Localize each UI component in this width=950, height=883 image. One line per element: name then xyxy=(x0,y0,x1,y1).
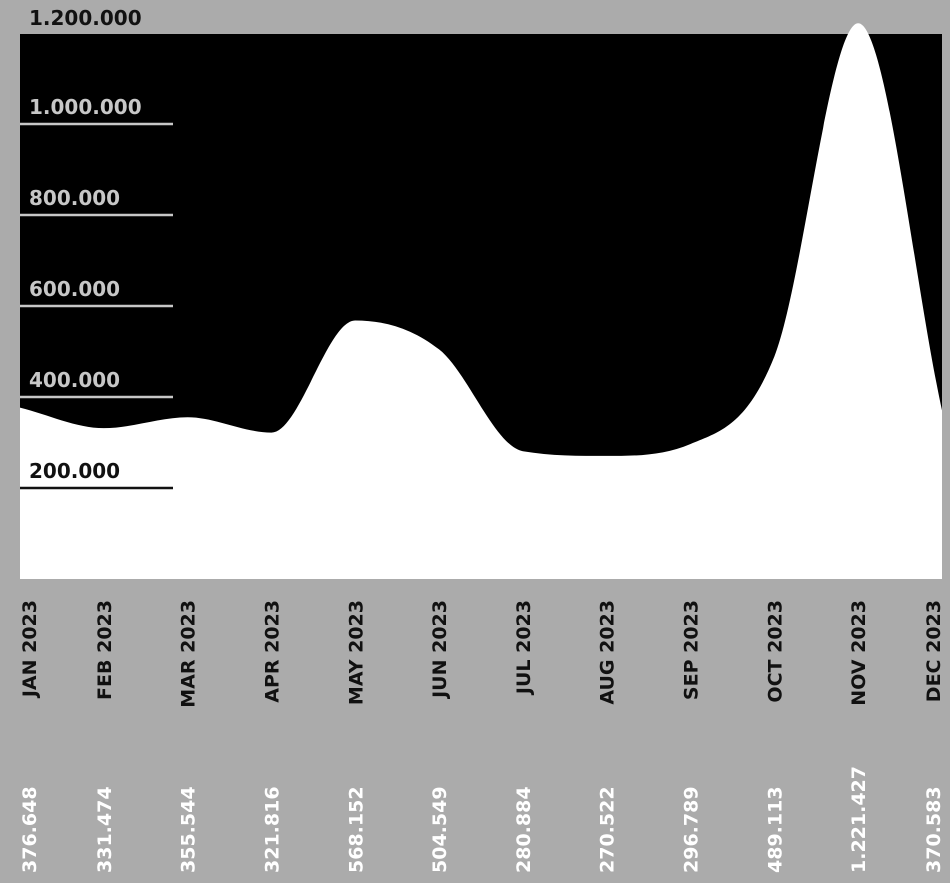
data-point-5 xyxy=(353,318,357,322)
x-tick-label: OCT 2023 xyxy=(764,600,786,703)
data-label: 321.816 xyxy=(261,786,283,873)
x-tick-label: FEB 2023 xyxy=(94,600,116,700)
data-label: 489.113 xyxy=(764,786,786,873)
y-tick-label: 800.000 xyxy=(29,186,120,210)
x-tick-label: JUL 2023 xyxy=(513,600,535,696)
x-tick-label: MAY 2023 xyxy=(345,600,367,705)
x-tick-label: APR 2023 xyxy=(261,600,283,703)
y-tick-label: 1.200.000 xyxy=(29,6,142,30)
data-point-6 xyxy=(437,347,441,351)
x-tick-label: JAN 2023 xyxy=(19,600,41,699)
y-tick-label: 1.000.000 xyxy=(29,95,142,119)
series-area xyxy=(20,23,942,579)
y-tick-label: 600.000 xyxy=(29,277,120,301)
data-label: 296.789 xyxy=(681,786,703,873)
data-point-11 xyxy=(856,21,860,25)
data-point-4 xyxy=(269,431,273,435)
data-label: 355.544 xyxy=(178,786,200,873)
data-label: 370.583 xyxy=(923,786,945,873)
x-tick-label: AUG 2023 xyxy=(597,600,619,705)
data-point-10 xyxy=(772,354,776,358)
x-tick-label: JUN 2023 xyxy=(429,600,451,700)
data-label: 504.549 xyxy=(429,786,451,873)
data-point-9 xyxy=(689,442,693,446)
data-point-12 xyxy=(940,408,944,412)
data-label: 376.648 xyxy=(19,786,41,873)
data-label: 1.221.427 xyxy=(848,766,870,873)
data-point-8 xyxy=(605,454,609,458)
data-point-3 xyxy=(186,415,190,419)
x-tick-label: SEP 2023 xyxy=(681,600,703,700)
x-tick-label: DEC 2023 xyxy=(923,600,945,702)
data-label: 270.522 xyxy=(597,786,619,873)
data-point-2 xyxy=(102,426,106,430)
data-label: 568.152 xyxy=(345,786,367,873)
y-tick-label: 400.000 xyxy=(29,368,120,392)
x-tick-label: NOV 2023 xyxy=(848,600,870,706)
data-point-1 xyxy=(18,406,22,410)
data-label: 280.884 xyxy=(513,786,535,873)
data-point-7 xyxy=(521,449,525,453)
x-tick-label: MAR 2023 xyxy=(178,600,200,708)
y-tick-label: 200.000 xyxy=(29,459,120,483)
data-label: 331.474 xyxy=(94,786,116,873)
